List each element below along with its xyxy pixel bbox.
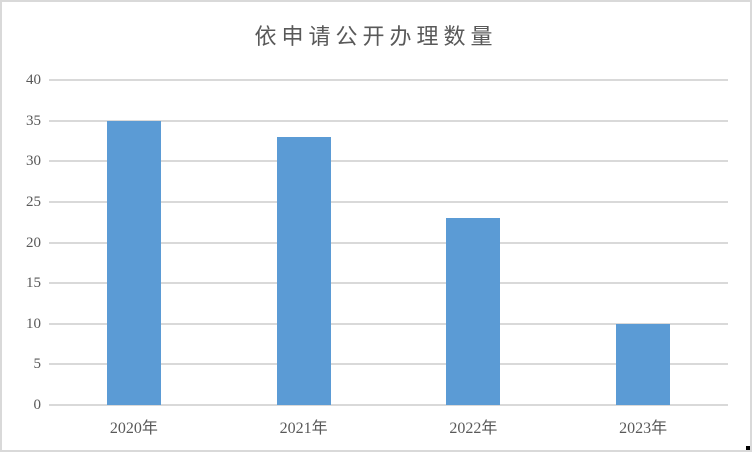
gridline <box>49 200 728 203</box>
y-tick-label: 25 <box>26 193 41 210</box>
y-tick-label: 20 <box>26 234 41 251</box>
y-tick-label: 15 <box>26 275 41 292</box>
gridline <box>49 241 728 244</box>
gridline <box>49 79 728 81</box>
bar-2023年 <box>616 323 671 405</box>
y-tick-label: 30 <box>26 153 41 170</box>
gridline <box>49 363 728 366</box>
gridline <box>49 282 728 285</box>
plot-area <box>49 79 728 406</box>
y-tick-label: 40 <box>26 72 41 88</box>
gridline <box>49 322 728 325</box>
y-tick-label: 35 <box>26 112 41 129</box>
gridline <box>49 119 728 122</box>
bar-2022年 <box>446 218 501 405</box>
x-category-label: 2021年 <box>279 420 328 437</box>
x-category-label: 2022年 <box>449 420 498 437</box>
y-axis: 0 5 10 15 20 25 30 35 40 <box>2 72 42 413</box>
corner-resize-mark <box>746 446 750 450</box>
chart-title: 依申请公开办理数量 <box>254 24 498 49</box>
x-axis: 2020年 2021年 2022年 2023年 <box>49 414 728 438</box>
x-category-label: 2023年 <box>619 420 668 437</box>
bar-2020年 <box>106 120 161 405</box>
x-category-label: 2020年 <box>109 420 158 437</box>
y-tick-label: 10 <box>26 315 41 332</box>
y-tick-label: 0 <box>33 397 42 413</box>
gridline <box>49 160 728 163</box>
y-tick-label: 5 <box>33 356 42 373</box>
bar-2021年 <box>276 136 331 405</box>
x-axis-line <box>49 404 728 406</box>
